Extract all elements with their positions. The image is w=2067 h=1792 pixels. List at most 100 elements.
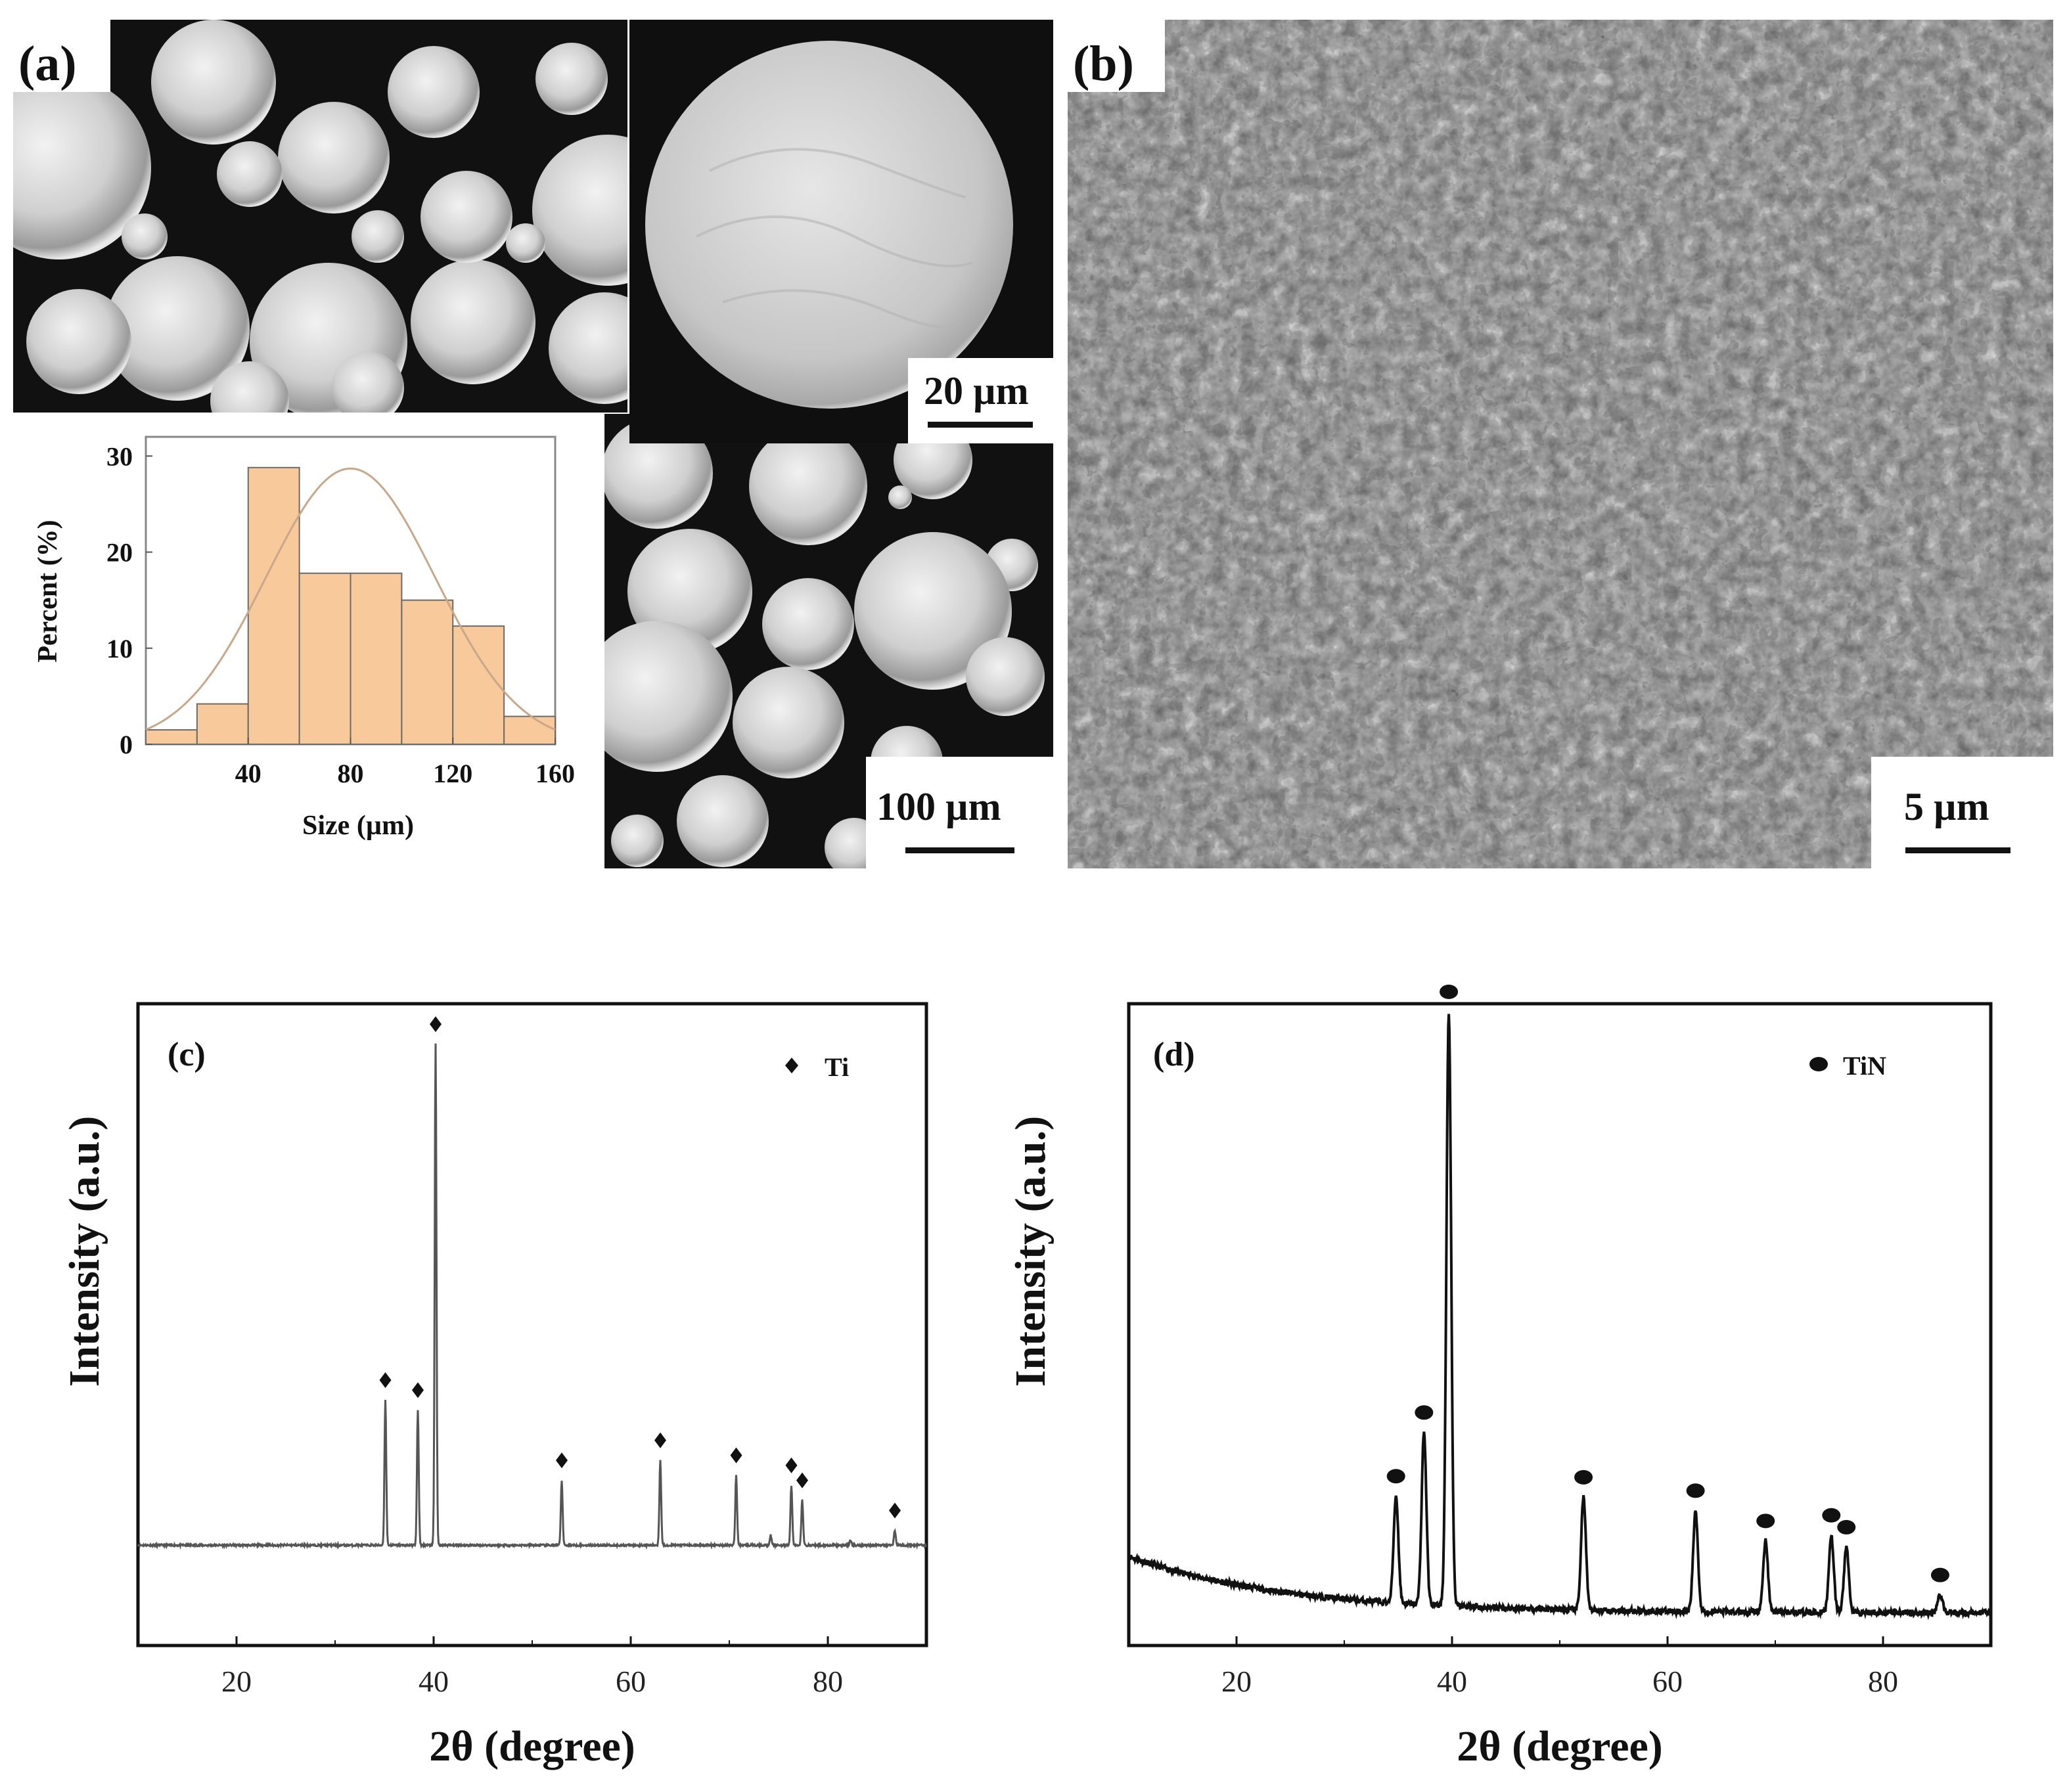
scale-bar-20um-label: 20 µm (924, 369, 1029, 413)
powder-sphere (26, 289, 131, 394)
peak-marker-ellipse-icon (1415, 1405, 1434, 1420)
histogram-xtick-label: 160 (535, 759, 575, 788)
xrd-d-xlabel: 2θ (degree) (1457, 1722, 1663, 1770)
peak-marker-diamond-icon (730, 1447, 742, 1464)
panel-b-label: (b) (1073, 36, 1134, 91)
peak-marker-diamond-icon (379, 1372, 392, 1388)
xrd-chart-tin: 20 40 60 80 (d) TiN 2θ (degree) Intensity (… (1007, 984, 1993, 1770)
powder-sphere (210, 361, 289, 413)
powder-sphere (549, 292, 627, 404)
xtick-label: 60 (1652, 1665, 1683, 1698)
peak-marker-ellipse-icon (1930, 1567, 1949, 1582)
powder-sphere (733, 667, 844, 778)
powder-sphere (762, 578, 854, 670)
histogram-bar (350, 572, 403, 745)
powder-sphere (388, 46, 480, 138)
panel-a-label: (a) (18, 36, 77, 91)
histogram-xtick-label: 120 (433, 759, 472, 788)
xtick-label: 20 (221, 1665, 252, 1698)
xrd-c-xlabel: 2θ (degree) (429, 1722, 635, 1770)
peak-marker-diamond-icon (412, 1382, 424, 1399)
powder-sphere (352, 210, 404, 263)
powder-sphere (611, 815, 664, 867)
peak-marker-ellipse-icon (1837, 1519, 1856, 1534)
histogram-bar (196, 703, 249, 745)
powder-sphere (217, 141, 283, 207)
powder-sphere (749, 427, 867, 545)
peak-marker-ellipse-icon (1686, 1483, 1705, 1498)
powder-sphere (105, 256, 250, 401)
legend-ti: Ti (825, 1052, 849, 1082)
panel-b-sem (1068, 20, 2053, 868)
peak-marker-ellipse-icon (1822, 1508, 1841, 1523)
powder-sphere (411, 259, 535, 384)
powder-sphere (122, 213, 168, 259)
peak-marker-diamond-icon (785, 1457, 798, 1473)
histogram-bar (298, 572, 352, 745)
sphere-surface-texture (696, 148, 973, 328)
powder-spheres-bottom-right (604, 417, 1045, 868)
peak-marker-diamond-icon (430, 1016, 442, 1033)
histogram-bar (145, 729, 198, 745)
histogram-xlabel: Size (µm) (302, 811, 414, 841)
powder-sphere (151, 20, 276, 145)
xtick-label: 80 (1868, 1665, 1898, 1698)
histogram-xtick-label: 80 (338, 759, 364, 788)
histogram-bar (452, 625, 505, 745)
legend-ellipse-icon (1809, 1057, 1828, 1071)
histogram-ytick-label: 0 (120, 730, 133, 759)
histogram-bar (503, 715, 556, 746)
histogram-ylabel: Percent (%) (33, 520, 63, 662)
histogram-bar (247, 466, 300, 745)
size-histogram-inset: 40 80 120 160 0 10 20 30 Size (µm) Percent (%) (13, 414, 603, 868)
peak-marker-ellipse-icon (1440, 984, 1459, 999)
peak-marker-diamond-icon (654, 1432, 666, 1448)
xtick-label: 80 (813, 1665, 843, 1698)
normal-fit-curve (145, 467, 556, 731)
xrd-d-ylabel: Intensity (a.u.) (1007, 1116, 1055, 1387)
histogram-ytick-label: 20 (106, 538, 133, 568)
scale-bar-5um-label: 5 µm (1904, 785, 1989, 828)
xrd-c-frame (136, 1002, 928, 1647)
peak-marker-diamond-icon (889, 1502, 901, 1519)
powder-sphere (888, 485, 912, 509)
powder-sphere (535, 43, 608, 115)
histogram-xtick-label: 40 (235, 759, 261, 788)
scale-bar-100um: 100 µm (866, 757, 1053, 868)
peak-marker-ellipse-icon (1386, 1469, 1405, 1484)
xtick-label: 20 (1221, 1665, 1252, 1698)
peak-marker-diamond-icon (556, 1452, 568, 1469)
powder-sphere (854, 532, 1012, 690)
scale-bar-20um: 20 µm (908, 358, 1054, 443)
histogram-ytick-label: 30 (106, 441, 133, 471)
powder-sphere (532, 135, 627, 286)
panel-d-label: (d) (1153, 1036, 1195, 1073)
scale-bar-100um-label: 100 µm (876, 785, 1001, 828)
panel-a-sem-bottom (604, 414, 1053, 868)
powder-sphere (13, 76, 151, 259)
xrd-chart-ti: 20 40 60 80 (c) Ti 2θ (degree) Intensity (a… (60, 1002, 928, 1770)
powder-sphere (278, 102, 390, 213)
xrd-c-ylabel: Intensity (a.u.) (60, 1116, 108, 1387)
powder-sphere (966, 637, 1045, 716)
powder-sphere (506, 223, 545, 263)
histogram-ytick-label: 10 (106, 634, 133, 663)
powder-sphere (604, 621, 733, 772)
xtick-label: 40 (419, 1665, 449, 1698)
powder-sphere (677, 775, 769, 867)
peak-marker-ellipse-icon (1756, 1513, 1775, 1529)
panel-a-sem-overview (13, 20, 627, 413)
xrd-d-pattern (1127, 1014, 1992, 1621)
legend-tin: TiN (1843, 1051, 1886, 1081)
legend-diamond-icon (785, 1058, 798, 1073)
powder-sphere (420, 171, 512, 263)
powder-sphere (332, 351, 404, 413)
scale-bar-5um: 5 µm (1871, 757, 2053, 868)
xtick-label: 60 (616, 1665, 646, 1698)
powder-sphere (604, 417, 713, 529)
xtick-label: 40 (1437, 1665, 1467, 1698)
peak-marker-diamond-icon (796, 1472, 808, 1489)
histogram-bar (401, 599, 454, 745)
peak-marker-ellipse-icon (1574, 1469, 1593, 1485)
